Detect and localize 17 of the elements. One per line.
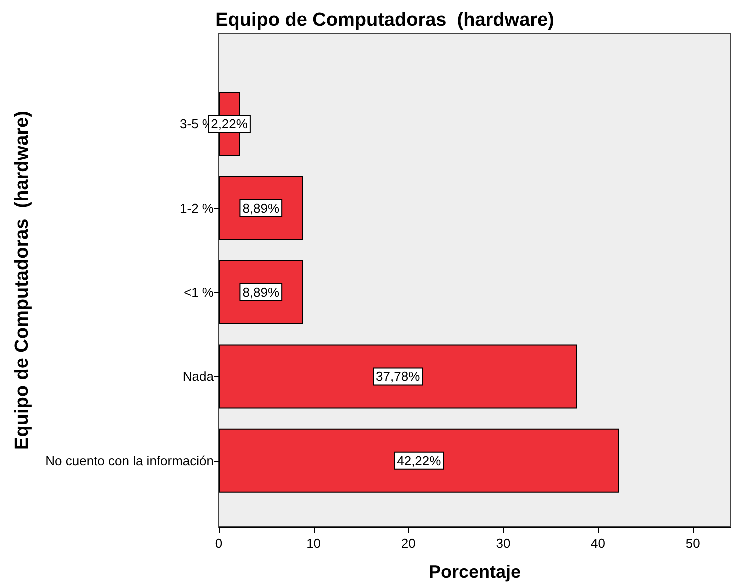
chart-title: Equipo de Computadoras (hardware) [216,10,554,31]
x-tick-label: 0 [215,536,223,551]
data-label: 37,78% [376,369,421,384]
y-axis-title: Equipo de Computadoras (hardware) [12,111,33,450]
x-tick-label: 50 [686,536,700,551]
y-tick-label: <1 % [184,285,214,300]
y-tick-label: Nada [182,369,215,384]
y-tick-label: 1-2 % [180,200,214,216]
y-tick-label: No cuento con la información [46,453,214,468]
x-tick-label: 40 [591,536,606,551]
x-tick-label: 20 [401,536,416,551]
x-axis-title: Porcentaje [428,562,522,582]
data-label: 8,89% [242,200,280,216]
x-tick-label: 10 [306,536,322,551]
x-tick-label: 30 [496,536,511,551]
data-label: 42,22% [397,453,442,468]
data-label: 8,89% [242,285,280,300]
